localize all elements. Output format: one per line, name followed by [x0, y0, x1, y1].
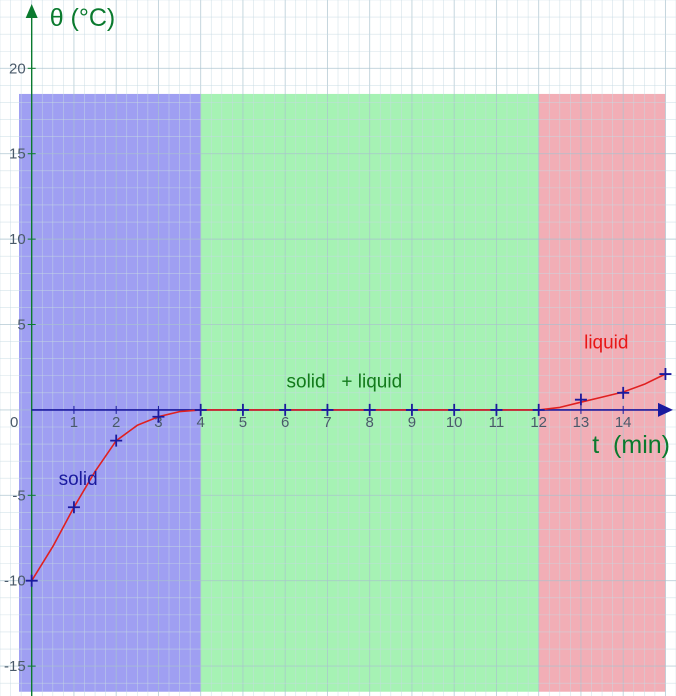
- y-tick-label: 15: [9, 146, 26, 163]
- y-axis-title: θ (°C): [50, 4, 116, 32]
- origin-label: 0: [10, 414, 18, 431]
- region-label-0: solid: [59, 469, 98, 490]
- y-axis-arrow: [25, 4, 38, 18]
- x-tick-label: 7: [323, 414, 331, 431]
- data-point: [363, 403, 376, 416]
- x-tick-label: 11: [489, 414, 505, 431]
- region-labels: solid solid + liquid liquid: [59, 332, 629, 490]
- y-tick-label: -15: [4, 658, 26, 675]
- data-point: [532, 403, 545, 416]
- data-point: [194, 403, 207, 416]
- y-tick-label: 10: [9, 231, 26, 248]
- x-tick-label: 12: [530, 414, 547, 431]
- data-points: [25, 368, 672, 587]
- data-point: [574, 393, 587, 406]
- x-axis-arrow: [658, 402, 673, 417]
- data-point: [152, 410, 165, 423]
- x-axis-title: t (min): [592, 431, 670, 459]
- data-point: [279, 403, 292, 416]
- x-tick-label: 8: [366, 414, 374, 431]
- data-point: [405, 403, 418, 416]
- x-tick-label: 2: [112, 414, 120, 431]
- data-point: [25, 574, 38, 587]
- y-tick-label: 5: [17, 317, 25, 334]
- y-tick-label: -10: [4, 573, 26, 590]
- data-point: [110, 434, 123, 447]
- data-point: [67, 501, 80, 514]
- x-tick-label: 13: [573, 414, 590, 431]
- x-tick-label: 9: [408, 414, 416, 431]
- x-tick-label: 6: [281, 414, 289, 431]
- data-point: [659, 368, 672, 381]
- data-point: [236, 403, 249, 416]
- x-tick-label: 10: [446, 414, 463, 431]
- y-tick-label: 20: [9, 60, 26, 77]
- x-tick-label: 14: [615, 414, 632, 431]
- data-point: [321, 403, 334, 416]
- data-point: [490, 403, 503, 416]
- data-point: [617, 386, 630, 399]
- region-label-2: liquid: [584, 332, 628, 353]
- x-tick-label: 1: [70, 414, 78, 431]
- region-label-1: solid + liquid: [287, 372, 403, 393]
- data-point: [448, 403, 461, 416]
- x-tick-label: 4: [197, 414, 205, 431]
- x-tick-label: 5: [239, 414, 247, 431]
- y-tick-label: -5: [12, 487, 25, 504]
